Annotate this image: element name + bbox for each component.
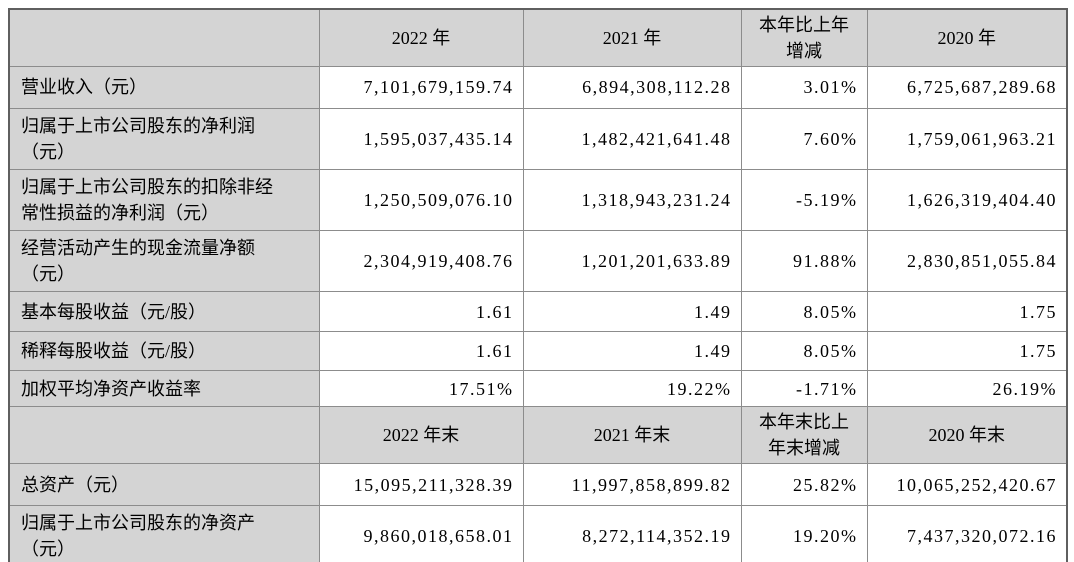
value-cell: 1,626,319,404.40	[866, 168, 1068, 231]
value-cell: 1.49	[522, 331, 742, 372]
value-cell: 11,997,858,899.82	[522, 463, 742, 507]
value-cell: 1.49	[522, 291, 742, 333]
value-cell: 9,860,018,658.01	[318, 505, 524, 562]
value-cell: 8.05%	[740, 331, 868, 372]
row-label-basic-eps: 基本每股收益（元/股）	[8, 291, 320, 333]
row-label-operating-cash-flow: 经营活动产生的现金流量净额 （元）	[8, 229, 320, 293]
value-cell: 1.61	[318, 291, 524, 333]
table-row-revenue: 营业收入（元） 7,101,679,159.74 6,894,308,112.2…	[8, 65, 1068, 109]
value-cell: 8,272,114,352.19	[522, 505, 742, 562]
row-label-weighted-avg-roe: 加权平均净资产收益率	[8, 370, 320, 408]
value-cell: 1,250,509,076.10	[318, 168, 524, 231]
value-cell: 6,894,308,112.28	[522, 65, 742, 109]
header-cell-2022-year-end: 2022 年末	[318, 406, 524, 465]
value-cell: 2,830,851,055.84	[866, 229, 1068, 293]
table-row-net-profit: 归属于上市公司股东的净利润 （元） 1,595,037,435.14 1,482…	[8, 107, 1068, 170]
value-cell: 1.75	[866, 331, 1068, 372]
table-row-deducted-net-profit: 归属于上市公司股东的扣除非经 常性损益的净利润（元） 1,250,509,076…	[8, 168, 1068, 231]
row-label-diluted-eps: 稀释每股收益（元/股）	[8, 331, 320, 372]
value-cell: 10,065,252,420.67	[866, 463, 1068, 507]
value-cell: 17.51%	[318, 370, 524, 408]
value-cell: 2,304,919,408.76	[318, 229, 524, 293]
value-cell: 1,318,943,231.24	[522, 168, 742, 231]
value-cell: 91.88%	[740, 229, 868, 293]
value-cell: 7.60%	[740, 107, 868, 170]
row-label-total-assets: 总资产（元）	[8, 463, 320, 507]
value-cell: 26.19%	[866, 370, 1068, 408]
value-cell: 1.61	[318, 331, 524, 372]
table-row-operating-cash-flow: 经营活动产生的现金流量净额 （元） 2,304,919,408.76 1,201…	[8, 229, 1068, 293]
header-cell-2020-year-end: 2020 年末	[866, 406, 1068, 465]
value-cell: 8.05%	[740, 291, 868, 333]
row-label-revenue: 营业收入（元）	[8, 65, 320, 109]
value-cell: 7,101,679,159.74	[318, 65, 524, 109]
table-row-weighted-avg-roe: 加权平均净资产收益率 17.51% 19.22% -1.71% 26.19%	[8, 370, 1068, 408]
value-cell: 1,759,061,963.21	[866, 107, 1068, 170]
header-cell-2021: 2021 年	[522, 8, 742, 67]
header-cell-blank	[8, 406, 320, 465]
value-cell: 7,437,320,072.16	[866, 505, 1068, 562]
financial-summary-table: 2022 年 2021 年 本年比上年 增减 2020 年 营业收入（元） 7,…	[8, 8, 1068, 562]
value-cell: 1.75	[866, 291, 1068, 333]
value-cell: 19.22%	[522, 370, 742, 408]
header-cell-2021-year-end: 2021 年末	[522, 406, 742, 465]
value-cell: 6,725,687,289.68	[866, 65, 1068, 109]
value-cell: 3.01%	[740, 65, 868, 109]
value-cell: 15,095,211,328.39	[318, 463, 524, 507]
value-cell: 1,482,421,641.48	[522, 107, 742, 170]
table-row-net-assets: 归属于上市公司股东的净资产 （元） 9,860,018,658.01 8,272…	[8, 505, 1068, 562]
header-cell-yoy-change: 本年比上年 增减	[740, 8, 868, 67]
header-cell-blank	[8, 8, 320, 67]
table-row-total-assets: 总资产（元） 15,095,211,328.39 11,997,858,899.…	[8, 463, 1068, 507]
value-cell: 1,595,037,435.14	[318, 107, 524, 170]
header-cell-year-end-change: 本年末比上 年末增减	[740, 406, 868, 465]
row-label-net-assets: 归属于上市公司股东的净资产 （元）	[8, 505, 320, 562]
table-row-basic-eps: 基本每股收益（元/股） 1.61 1.49 8.05% 1.75	[8, 291, 1068, 333]
header-cell-2022: 2022 年	[318, 8, 524, 67]
row-label-net-profit: 归属于上市公司股东的净利润 （元）	[8, 107, 320, 170]
header-row-annual: 2022 年 2021 年 本年比上年 增减 2020 年	[8, 8, 1068, 67]
value-cell: 1,201,201,633.89	[522, 229, 742, 293]
header-cell-2020: 2020 年	[866, 8, 1068, 67]
value-cell: 19.20%	[740, 505, 868, 562]
value-cell: 25.82%	[740, 463, 868, 507]
table-row-diluted-eps: 稀释每股收益（元/股） 1.61 1.49 8.05% 1.75	[8, 331, 1068, 372]
value-cell: -5.19%	[740, 168, 868, 231]
header-row-year-end: 2022 年末 2021 年末 本年末比上 年末增减 2020 年末	[8, 406, 1068, 465]
row-label-deducted-net-profit: 归属于上市公司股东的扣除非经 常性损益的净利润（元）	[8, 168, 320, 231]
value-cell: -1.71%	[740, 370, 868, 408]
